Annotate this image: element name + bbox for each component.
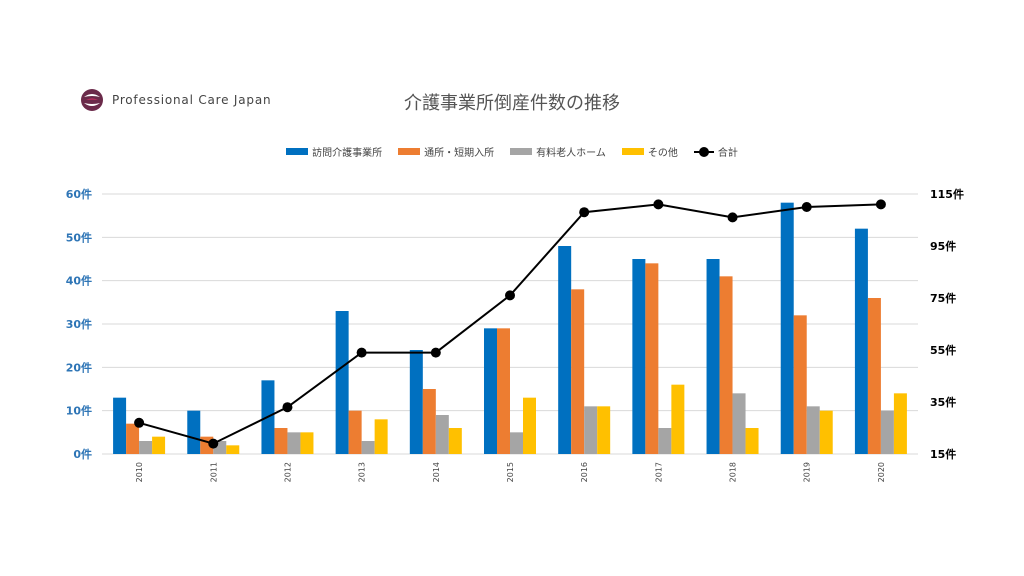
- legend-item-series-2: 通所・短期入所: [398, 144, 494, 159]
- legend-swatch-series-1: [286, 148, 309, 155]
- y-right-tick-label: 75件: [930, 291, 956, 305]
- y-left-tick-label: 10件: [66, 404, 92, 418]
- legend-label-total: 合計: [717, 148, 738, 159]
- bar-series-2: [719, 276, 733, 454]
- legend-label-series-1: 訪問介護事業所: [312, 148, 383, 159]
- bar-series-2: [422, 389, 436, 454]
- x-tick-label: 2013: [358, 462, 367, 482]
- total-point: [875, 199, 886, 210]
- x-tick-label: 2014: [432, 462, 441, 482]
- y-right-tick-label: 115件: [930, 187, 964, 201]
- bar-series-3: [880, 410, 894, 454]
- bar-series-2: [348, 410, 362, 454]
- total-point: [801, 202, 812, 212]
- bar-series-1: [113, 397, 127, 454]
- legend-swatch-series-4: [621, 148, 644, 155]
- legend-line-total: [693, 146, 714, 157]
- bar-series-2: [793, 315, 807, 454]
- bar-series-3: [510, 432, 523, 454]
- bar-series-2: [645, 263, 659, 454]
- bar-series-4: [819, 410, 833, 454]
- legend-label-series-3: 有料老人ホーム: [536, 148, 606, 159]
- bar-series-4: [523, 397, 536, 454]
- bar-series-3: [287, 432, 301, 454]
- chart-legend: 訪問介護事業所 通所・短期入所 有料老人ホーム その他 合計: [0, 144, 1024, 159]
- bar-series-4: [745, 428, 759, 454]
- y-left-tick-label: 30件: [66, 317, 92, 331]
- y-right-tick-label: 95件: [930, 239, 956, 253]
- x-tick-label: 2010: [135, 462, 144, 482]
- bar-series-4: [300, 432, 314, 454]
- bar-series-1: [187, 410, 201, 454]
- bar-series-1: [632, 259, 646, 454]
- total-point: [282, 402, 293, 413]
- care-logo-icon: [81, 89, 103, 111]
- brand-logo: Professional Care Japan: [80, 88, 271, 112]
- bar-series-3: [658, 428, 672, 454]
- legend-item-series-1: 訪問介護事業所: [286, 144, 382, 159]
- chart-title: 介護事業所倒産件数の推移: [404, 93, 620, 114]
- bar-series-2: [867, 298, 881, 454]
- legend-item-total: 合計: [693, 144, 738, 159]
- bar-series-3: [139, 441, 153, 454]
- y-left-tick-label: 20件: [66, 360, 92, 374]
- x-tick-label: 2011: [209, 462, 218, 482]
- bar-series-2: [126, 423, 140, 454]
- bar-series-1: [484, 328, 497, 454]
- x-tick-label: 2012: [283, 462, 292, 482]
- bar-series-3: [361, 441, 375, 454]
- legend-label-series-4: その他: [647, 148, 678, 159]
- bar-series-4: [893, 393, 907, 454]
- x-tick-label: 2016: [580, 462, 589, 482]
- total-point: [208, 438, 219, 449]
- bar-series-1: [409, 350, 423, 454]
- bar-series-3: [435, 415, 449, 454]
- y-right-tick-label: 35件: [930, 395, 956, 409]
- bar-series-1: [780, 202, 794, 454]
- bar-series-3: [584, 406, 598, 454]
- bar-series-2: [274, 428, 288, 454]
- legend-item-series-3: 有料老人ホーム: [510, 144, 606, 159]
- bar-series-1: [558, 246, 572, 454]
- y-left-tick-label: 0件: [73, 447, 92, 461]
- bar-series-1: [854, 228, 868, 454]
- y-right-tick-label: 15件: [930, 447, 956, 461]
- total-point: [430, 347, 441, 358]
- bar-series-4: [448, 428, 462, 454]
- total-point: [579, 207, 590, 218]
- total-point: [134, 417, 145, 428]
- bar-series-3: [806, 406, 820, 454]
- x-tick-label: 2018: [729, 462, 738, 482]
- legend-item-series-4: その他: [621, 144, 678, 159]
- x-tick-label: 2019: [803, 462, 812, 482]
- total-point: [727, 212, 738, 223]
- bar-series-4: [671, 384, 685, 454]
- y-right-tick-label: 55件: [930, 343, 956, 357]
- bar-series-1: [706, 259, 720, 454]
- total-point: [356, 347, 367, 358]
- bar-series-1: [335, 311, 349, 454]
- x-tick-label: 2020: [877, 462, 886, 482]
- y-left-tick-label: 40件: [66, 274, 92, 288]
- legend-swatch-series-3: [510, 148, 533, 155]
- legend-label-series-2: 通所・短期入所: [424, 148, 495, 159]
- total-point: [505, 290, 515, 301]
- x-tick-label: 2015: [506, 462, 515, 482]
- bar-series-3: [732, 393, 746, 454]
- bar-series-2: [497, 328, 510, 454]
- bar-series-2: [571, 289, 585, 454]
- bar-series-4: [152, 436, 166, 454]
- bar-series-4: [597, 406, 611, 454]
- bar-series-4: [374, 419, 388, 454]
- x-tick-label: 2017: [654, 462, 663, 482]
- y-left-tick-label: 60件: [66, 187, 92, 201]
- brand-name: Professional Care Japan: [112, 93, 272, 107]
- y-left-tick-label: 50件: [66, 230, 92, 244]
- total-point: [653, 199, 664, 210]
- bar-series-4: [226, 445, 240, 454]
- legend-swatch-series-2: [398, 148, 421, 155]
